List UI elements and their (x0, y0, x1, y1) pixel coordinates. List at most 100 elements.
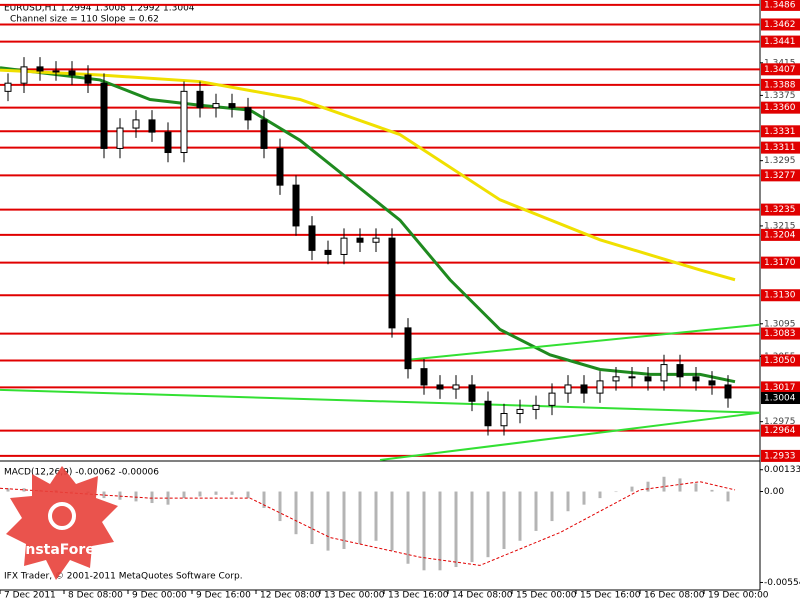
level-label: 1.3130 (764, 291, 796, 301)
candle-body (692, 376, 700, 382)
level-tag (761, 354, 800, 367)
symbol-info: EURUSD,H1 1.2994 1.3008 1.2992 1.3004 (4, 4, 195, 14)
histogram-bar (534, 491, 538, 531)
level-label: 1.3083 (764, 329, 796, 339)
histogram-bar (6, 488, 10, 492)
candle-body (676, 364, 684, 378)
level-tag (761, 203, 800, 216)
candle-body (260, 119, 268, 149)
level-label: 1.3050 (764, 356, 796, 366)
level-tag (761, 228, 800, 241)
candle-body (436, 384, 444, 390)
histogram-bar (390, 491, 394, 551)
histogram-bar (166, 491, 170, 505)
y-tick-label: 1.3375 (764, 91, 796, 101)
candle-body (52, 70, 60, 73)
histogram-bar (518, 491, 522, 541)
candle-body (548, 392, 556, 406)
histogram-bar (710, 489, 714, 492)
x-tick-label: 13 Dec 16:00 (388, 591, 449, 600)
candle-body (420, 368, 428, 386)
candle-body (228, 103, 236, 109)
histogram-bar (230, 491, 234, 495)
level-label: 1.3486 (764, 0, 796, 10)
level-label: 1.3331 (764, 127, 796, 137)
level-tag (761, 125, 800, 138)
candle-body (484, 400, 492, 427)
level-label: 1.2964 (764, 426, 796, 436)
candle-body (212, 103, 220, 109)
candle-body (532, 404, 540, 410)
histogram-bar (614, 491, 618, 493)
level-label: 1.2933 (764, 451, 796, 461)
candle-body (180, 90, 188, 154)
candle-body (388, 237, 396, 329)
x-tick-label: 15 Dec 00:00 (516, 591, 577, 600)
histogram-bar (326, 491, 330, 551)
channel-info: Channel size = 110 Slope = 0.62 (10, 15, 159, 25)
candle-body (372, 237, 380, 243)
histogram-bar (294, 491, 298, 535)
level-label: 1.3277 (764, 171, 796, 181)
copyright: IFX Trader, © 2001-2011 MetaQuotes Softw… (4, 572, 243, 582)
candle-body (708, 380, 716, 386)
indicator-line (409, 323, 761, 361)
candle-body (500, 413, 508, 427)
histogram-bar (454, 491, 458, 568)
logo-star (6, 466, 118, 580)
level-tag (761, 78, 800, 91)
level-label: 1.3407 (764, 65, 796, 75)
candle-body (596, 380, 604, 394)
x-tick-label: 9 Dec 00:00 (132, 591, 187, 600)
current-price-tag (761, 392, 800, 405)
x-tick-label: 13 Dec 00:00 (324, 591, 385, 600)
histogram-bar (566, 491, 570, 512)
histogram-bar (598, 491, 602, 499)
level-tag (761, 18, 800, 31)
histogram-bar (262, 491, 266, 508)
candle-body (244, 107, 252, 121)
level-label: 1.3204 (764, 230, 796, 240)
indicator-line (0, 68, 736, 282)
level-tag (761, 169, 800, 182)
candle-body (164, 131, 172, 154)
candle-body (84, 74, 92, 84)
level-tag (761, 256, 800, 269)
histogram-bar (582, 491, 586, 505)
histogram-bar (246, 491, 250, 499)
logo-text: InstaForex (20, 542, 104, 558)
histogram-bar (310, 491, 314, 545)
candle-body (132, 119, 140, 129)
candle-body (20, 66, 28, 84)
histogram-bar (486, 491, 490, 558)
histogram-bar (470, 491, 474, 563)
x-tick-label: 19 Dec 00:00 (708, 591, 769, 600)
level-tag (761, 289, 800, 302)
level-tag (761, 35, 800, 48)
level-tag (761, 101, 800, 114)
level-label: 1.3360 (764, 103, 796, 113)
candle-body (308, 225, 316, 251)
level-label: 1.3235 (764, 205, 796, 215)
y-tick-label: 0.00 (764, 487, 784, 497)
level-label: 1.3388 (764, 80, 796, 90)
y-tick-label: 1.3215 (764, 221, 796, 231)
histogram-bar (182, 491, 186, 499)
histogram-bar (358, 491, 362, 545)
level-label: 1.3170 (764, 258, 796, 268)
candle-body (564, 384, 572, 394)
histogram-bar (646, 481, 650, 492)
candle-body (516, 408, 524, 415)
candle-body (724, 384, 732, 399)
level-label: 1.3311 (764, 143, 796, 153)
candle-body (356, 237, 364, 243)
level-tag (761, 0, 800, 11)
x-tick-label: 8 Dec 08:00 (68, 591, 123, 600)
indicator-line (0, 66, 736, 384)
histogram-bar (374, 491, 378, 541)
candle-body (68, 70, 76, 76)
histogram-bar (630, 486, 634, 492)
candle-body (452, 384, 460, 390)
